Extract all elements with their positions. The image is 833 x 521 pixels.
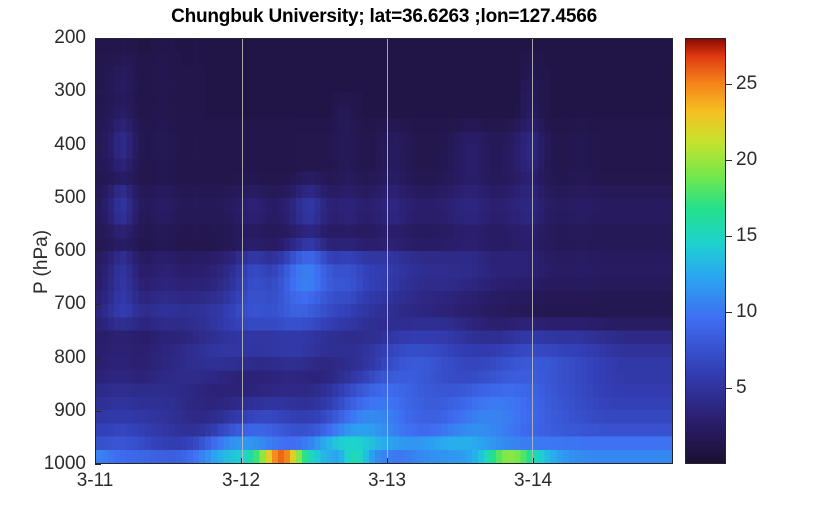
- page-title: Chungbuk University; lat=36.6263 ;lon=12…: [171, 6, 597, 27]
- colorbar-tick-label: 10: [736, 300, 758, 322]
- y-axis-tick-mark: [95, 464, 101, 465]
- colorbar-tick-label: 20: [736, 148, 758, 170]
- y-axis-tick-label: 600: [54, 240, 86, 261]
- heatmap-image: [96, 39, 672, 463]
- colorbar-tick-mark: [726, 387, 732, 389]
- y-axis-tick-mark: [95, 251, 101, 252]
- y-axis-tick-label: 400: [54, 133, 86, 155]
- x-axis-tick-label: 3-13: [368, 470, 407, 491]
- colorbar-tick-mark: [726, 311, 732, 313]
- x-axis-tick-label: 3-12: [222, 470, 261, 491]
- y-axis-tick-label: 200: [54, 27, 86, 48]
- y-axis-tick-mark: [95, 197, 101, 199]
- colorbar-tick-label: 25: [736, 72, 758, 94]
- x-axis-tick-mark: [241, 458, 243, 464]
- y-axis-tick-label: 900: [54, 399, 86, 421]
- colorbar-tick-mark: [726, 83, 732, 85]
- y-axis-tick-mark: [95, 91, 101, 93]
- colorbar-tick-label: 15: [736, 224, 758, 246]
- x-axis-tick-mark: [533, 458, 535, 464]
- colorbar: [685, 38, 726, 464]
- heatmap-plot-area: [95, 38, 673, 464]
- colorbar-gradient: [686, 39, 725, 463]
- x-axis-tick-mark: [95, 458, 96, 464]
- colorbar-tick-mark: [726, 235, 732, 237]
- y-axis-tick-mark: [95, 144, 101, 146]
- y-axis-tick-label: 500: [54, 186, 86, 208]
- y-axis-tick-label: 700: [54, 293, 86, 315]
- colorbar-tick-mark: [726, 159, 732, 161]
- x-axis-tick-label: 3-11: [76, 470, 114, 491]
- colorbar-tick-label: 5: [736, 376, 747, 398]
- y-axis-tick-mark: [95, 304, 101, 306]
- y-axis-tick-mark: [95, 357, 101, 359]
- y-axis-tick-label: 300: [54, 80, 86, 102]
- y-axis-tick-label: 1000: [43, 453, 86, 474]
- y-axis-tick-mark: [95, 410, 101, 412]
- y-axis-tick-label: 800: [54, 346, 86, 368]
- x-axis-tick-mark: [387, 458, 389, 464]
- x-axis-tick-label: 3-14: [514, 470, 553, 491]
